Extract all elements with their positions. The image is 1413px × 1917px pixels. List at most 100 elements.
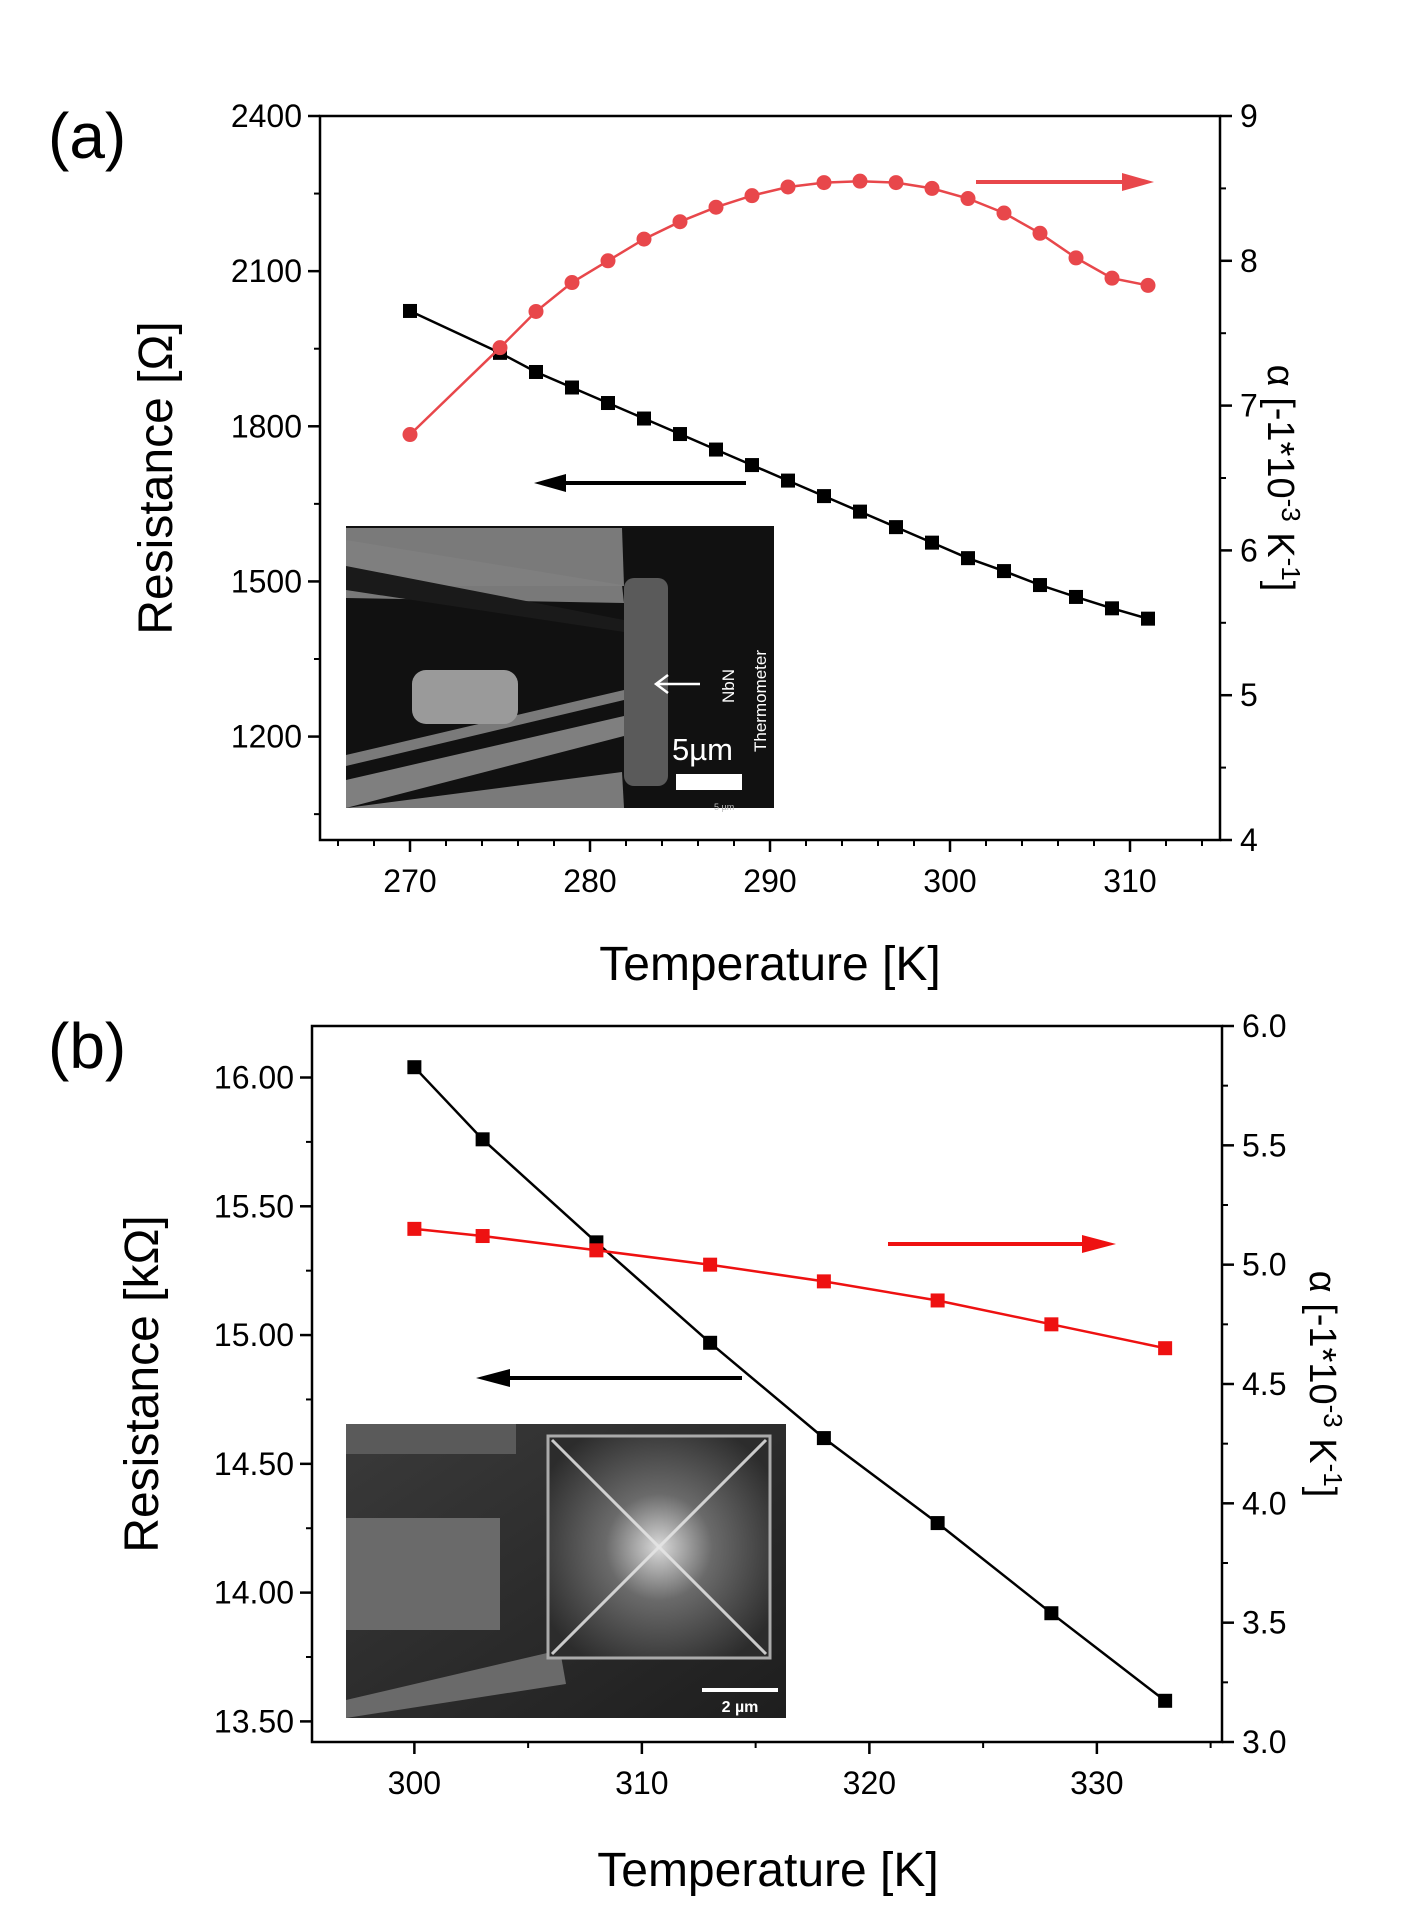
panel-b-y-axis-title: Resistance [kΩ]: [116, 1215, 169, 1552]
panel-b-frame: [310, 1024, 1224, 1744]
data-point-resistance: [529, 364, 543, 379]
panel-a-tick-labels: 270 280 290 300 310 1200 1500 1800 2100 2400 4 5 6 7 8…: [231, 98, 1258, 899]
panel-a-series: [402, 173, 1156, 626]
panel-a: (a) 270 280 290 300 310 1200 1500 1800 2100 2400 4…: [48, 98, 1306, 991]
data-point-resistance: [637, 411, 651, 426]
data-point-alpha: [672, 214, 688, 230]
data-point-resistance: [925, 535, 939, 550]
y-tick-label: 1500: [231, 563, 302, 599]
data-point-alpha: [780, 179, 796, 195]
data-point-alpha: [1140, 277, 1156, 293]
x-tick-label: 280: [563, 863, 616, 899]
y-tick-label: 13.50: [214, 1703, 294, 1739]
y-tick-label: 2100: [231, 253, 302, 289]
y-tick-label: 2400: [231, 98, 302, 134]
inset-a-thermometer-strip: [624, 578, 668, 786]
panel-b: (b) 300 310 320 330 13.50 14.00 14.50 15.00 15.5…: [48, 1008, 1348, 1897]
data-point-resistance: [703, 1335, 718, 1350]
y2-tick-label: 6.0: [1242, 1008, 1286, 1044]
x-tick-label: 330: [1070, 1765, 1123, 1801]
panel-a-black-arrow: [534, 474, 746, 492]
y-tick-label: 15.50: [214, 1188, 294, 1224]
series-line-resistance: [413, 1066, 1166, 1702]
data-point-resistance: [1141, 611, 1155, 626]
panel-a-label: (a): [48, 100, 126, 172]
data-point-resistance: [1069, 589, 1083, 604]
data-point-alpha: [960, 191, 976, 207]
inset-a-lower-lead: [346, 716, 624, 808]
data-point-alpha: [475, 1229, 490, 1244]
data-point-resistance: [817, 489, 831, 504]
y2-tick-label: 4.0: [1242, 1485, 1286, 1521]
x-tick-label: 310: [615, 1765, 668, 1801]
y2-tick-label: 5: [1240, 677, 1258, 713]
panel-b-tick-labels: 300 310 320 330 13.50 14.00 14.50 15.00 15.50 16.…: [214, 1008, 1287, 1801]
data-point-resistance: [1105, 601, 1119, 616]
data-point-resistance: [745, 458, 759, 473]
data-point-resistance: [1158, 1693, 1173, 1708]
y2-tick-label: 6: [1240, 532, 1258, 568]
panel-b-series: [407, 1060, 1173, 1708]
data-point-alpha: [589, 1243, 604, 1258]
data-point-resistance: [889, 520, 903, 535]
data-point-alpha: [1104, 270, 1120, 286]
inset-b-bottom-lead: [346, 1650, 566, 1718]
data-point-alpha: [600, 253, 616, 269]
y2-tick-label: 5.0: [1242, 1247, 1286, 1283]
data-point-alpha: [1068, 250, 1084, 266]
data-point-alpha: [924, 180, 940, 196]
data-point-resistance: [673, 427, 687, 442]
data-point-resistance: [816, 1431, 831, 1446]
y2-tick-label: 3.0: [1242, 1724, 1286, 1760]
data-point-alpha: [996, 205, 1012, 221]
inset-b-top-left-block: [346, 1424, 516, 1454]
y-tick-label: 1800: [231, 408, 302, 444]
inset-a-footer-label: 5 µm: [714, 802, 734, 812]
y-tick-label: 1200: [231, 719, 302, 755]
inset-a-lower-electrode: [346, 772, 624, 808]
data-point-alpha: [1044, 1317, 1059, 1332]
data-point-alpha: [1158, 1341, 1173, 1356]
panel-b-black-arrow: [476, 1369, 742, 1387]
panel-a-frame: [318, 114, 1222, 842]
data-point-alpha: [888, 175, 904, 191]
y2-tick-label: 3.5: [1242, 1605, 1286, 1641]
data-point-resistance: [1044, 1606, 1059, 1621]
panel-a-y2-axis-title: α [-1*10-3 K-1]: [1259, 365, 1306, 592]
x-tick-label: 310: [1103, 863, 1156, 899]
data-point-alpha: [744, 188, 760, 204]
inset-a-pad: [412, 670, 518, 724]
panel-a-x-axis-title: Temperature [K]: [599, 938, 940, 991]
data-point-alpha: [930, 1293, 945, 1308]
y2-tick-label: 9: [1240, 98, 1258, 134]
y2-tick-label: 4: [1240, 822, 1258, 858]
data-point-resistance: [997, 564, 1011, 579]
y2-tick-label: 7: [1240, 388, 1258, 424]
x-tick-label: 300: [923, 863, 976, 899]
data-point-alpha: [407, 1221, 422, 1236]
data-point-resistance: [601, 396, 615, 411]
y-tick-label: 14.00: [214, 1575, 294, 1611]
x-tick-label: 290: [743, 863, 796, 899]
panel-a-red-arrow: [976, 173, 1154, 191]
data-point-resistance: [403, 303, 417, 318]
data-point-alpha: [816, 1274, 831, 1289]
y-tick-label: 16.00: [214, 1060, 294, 1096]
data-point-resistance: [930, 1516, 945, 1531]
data-point-resistance: [565, 380, 579, 395]
inset-b-scale-bar: [702, 1688, 778, 1692]
inset-b-left-electrode: [346, 1518, 500, 1630]
data-point-alpha: [852, 173, 868, 189]
panel-b-x-axis-title: Temperature [K]: [597, 1844, 938, 1897]
data-point-resistance: [1033, 578, 1047, 593]
x-tick-label: 300: [388, 1765, 441, 1801]
y-tick-label: 14.50: [214, 1446, 294, 1482]
inset-a-sem-image: NbN Thermometer 5µm 5 µm: [346, 526, 774, 812]
inset-a-annotation-nbn: NbN: [719, 669, 738, 703]
inset-a-scale-label: 5µm: [672, 732, 733, 767]
series-line-alpha: [414, 1227, 1166, 1350]
data-point-alpha: [816, 175, 832, 191]
panel-b-y2-axis-title: α [-1*10-3 K-1]: [1301, 1271, 1348, 1498]
data-point-alpha: [636, 231, 652, 247]
data-point-alpha: [402, 427, 418, 443]
